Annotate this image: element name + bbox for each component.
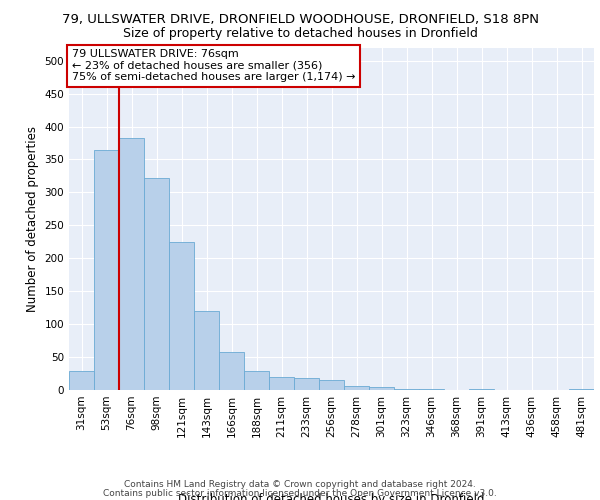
Bar — [94, 150, 119, 390]
Bar — [144, 178, 169, 390]
Bar — [569, 388, 594, 390]
Bar — [369, 388, 394, 390]
Bar — [319, 380, 344, 390]
Bar — [219, 352, 244, 390]
Text: 79 ULLSWATER DRIVE: 76sqm
← 23% of detached houses are smaller (356)
75% of semi: 79 ULLSWATER DRIVE: 76sqm ← 23% of detac… — [71, 49, 355, 82]
X-axis label: Distribution of detached houses by size in Dronfield: Distribution of detached houses by size … — [178, 492, 485, 500]
Text: Contains public sector information licensed under the Open Government Licence v3: Contains public sector information licen… — [103, 488, 497, 498]
Bar — [244, 371, 269, 390]
Bar — [269, 377, 294, 390]
Text: 79, ULLSWATER DRIVE, DRONFIELD WOODHOUSE, DRONFIELD, S18 8PN: 79, ULLSWATER DRIVE, DRONFIELD WOODHOUSE… — [62, 12, 539, 26]
Bar — [169, 242, 194, 390]
Y-axis label: Number of detached properties: Number of detached properties — [26, 126, 39, 312]
Text: Contains HM Land Registry data © Crown copyright and database right 2024.: Contains HM Land Registry data © Crown c… — [124, 480, 476, 489]
Bar — [294, 378, 319, 390]
Text: Size of property relative to detached houses in Dronfield: Size of property relative to detached ho… — [122, 28, 478, 40]
Bar — [194, 311, 219, 390]
Bar — [69, 371, 94, 390]
Bar — [119, 138, 144, 390]
Bar — [344, 386, 369, 390]
